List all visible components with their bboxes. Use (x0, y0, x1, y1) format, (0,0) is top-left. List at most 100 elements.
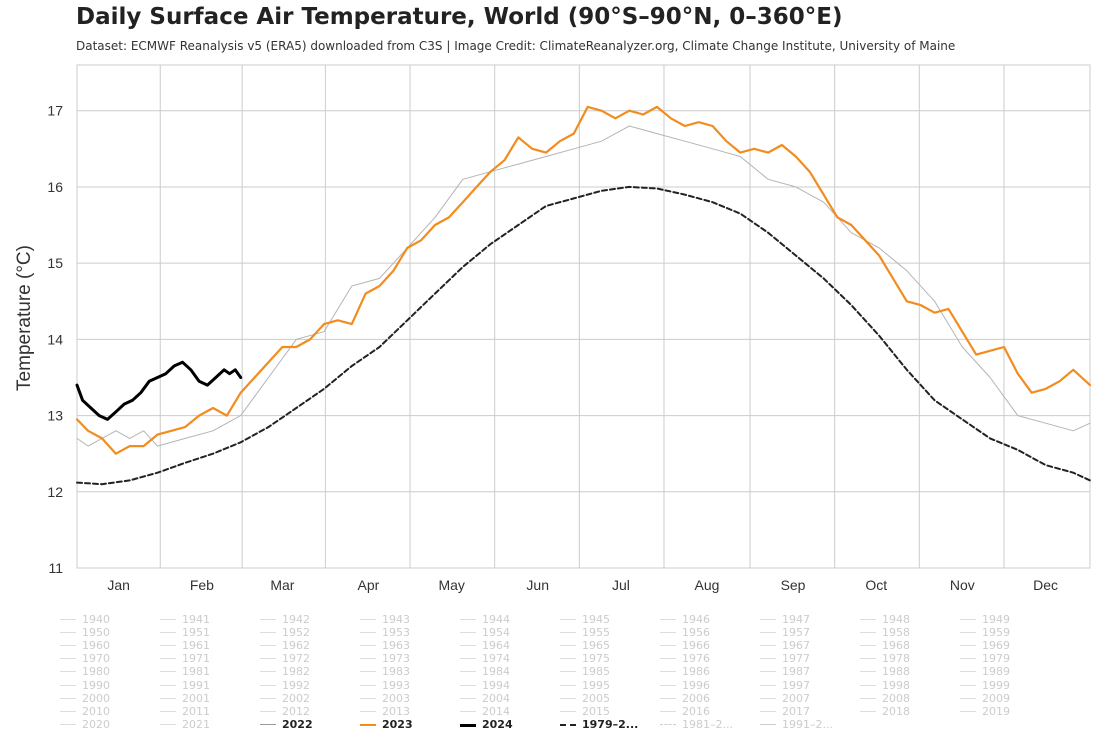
legend-swatch (660, 723, 676, 725)
legend-label: 1991–2... (782, 717, 833, 731)
legend-label: 1981–2... (682, 717, 733, 731)
legend-swatch (60, 697, 76, 699)
x-tick-label: May (438, 577, 464, 593)
legend-swatch (460, 645, 476, 647)
legend-label: 1978 (882, 652, 910, 666)
legend-swatch (160, 645, 176, 647)
legend-swatch (260, 658, 276, 660)
legend-label: 1952 (282, 626, 310, 640)
legend-label: 2002 (282, 691, 310, 705)
legend-label: 1943 (382, 613, 410, 626)
legend-label: 2011 (182, 704, 210, 718)
legend-swatch (260, 619, 276, 620)
legend-swatch (460, 658, 476, 660)
series-1979-2000-mean-line (76, 185, 1091, 486)
legend-swatch (560, 645, 576, 647)
x-tick-label: Jan (107, 577, 130, 593)
legend-label: 1967 (782, 639, 810, 653)
series-2023-line (75, 105, 1092, 455)
legend-label: 1953 (382, 626, 410, 640)
legend-label: 2003 (382, 691, 410, 705)
legend-swatch (160, 671, 176, 673)
legend-swatch (360, 710, 376, 712)
legend-swatch (760, 645, 776, 647)
legend-label: 1983 (382, 665, 410, 679)
legend-swatch (660, 671, 676, 673)
legend-label: 1950 (82, 626, 110, 640)
y-tick-label: 17 (47, 103, 63, 119)
legend-label: 1954 (482, 626, 510, 640)
legend-label: 1979 (982, 652, 1010, 666)
x-tick-label: Mar (270, 577, 294, 593)
legend-label: 1976 (682, 652, 710, 666)
legend-label: 1951 (182, 626, 210, 640)
legend-label: 1946 (682, 613, 710, 626)
legend-label: 1966 (682, 639, 710, 653)
legend-label: 1977 (782, 652, 810, 666)
plot-frame (76, 64, 1091, 569)
y-tick-label: 12 (47, 484, 63, 500)
legend-swatch (360, 632, 376, 634)
legend-swatch (660, 645, 676, 647)
legend-swatch (560, 632, 576, 634)
legend-swatch (560, 723, 576, 726)
legend-swatch (360, 684, 376, 686)
legend-label: 2009 (982, 691, 1010, 705)
legend-label: 2012 (282, 704, 310, 718)
legend-label: 2007 (782, 691, 810, 705)
legend-label: 2021 (182, 717, 210, 731)
legend-label: 2010 (82, 704, 110, 718)
legend-label: 1940 (82, 613, 110, 626)
legend-swatch (360, 658, 376, 660)
legend-swatch (660, 619, 676, 620)
legend-swatch (360, 671, 376, 673)
legend-swatch (360, 619, 376, 620)
legend-swatch (460, 723, 476, 727)
legend-swatch (960, 671, 976, 673)
legend-label: 1947 (782, 613, 810, 626)
grid-lines (76, 64, 1091, 569)
legend-swatch (160, 658, 176, 660)
legend-label: 1956 (682, 626, 710, 640)
legend-swatch (860, 697, 876, 699)
legend-label: 2000 (82, 691, 110, 705)
legend-swatch (560, 697, 576, 699)
legend-label: 1970 (82, 652, 110, 666)
chart-subtitle: Dataset: ECMWF Reanalysis v5 (ERA5) down… (76, 39, 956, 53)
y-tick-label: 13 (47, 408, 63, 424)
legend-label: 1945 (582, 613, 610, 626)
legend-swatch (660, 632, 676, 634)
legend-swatch (260, 697, 276, 699)
legend-swatch (160, 684, 176, 686)
x-tick-label: Aug (695, 577, 720, 593)
series-2024-line (75, 360, 243, 421)
legend-label: 2019 (982, 704, 1010, 718)
legend-swatch (260, 684, 276, 686)
legend-label: 1980 (82, 665, 110, 679)
legend-label: 2014 (482, 704, 510, 718)
legend-swatch (60, 658, 76, 660)
legend-swatch (460, 684, 476, 686)
legend-swatch (160, 632, 176, 634)
legend-label: 2015 (582, 704, 610, 718)
legend-swatch (560, 619, 576, 620)
legend-swatch (460, 619, 476, 620)
legend-label: 1961 (182, 639, 210, 653)
legend-label: 2022 (282, 717, 313, 731)
legend-swatch (60, 632, 76, 634)
legend-swatch (960, 710, 976, 712)
legend-label: 2023 (382, 717, 413, 731)
x-tick-label: Jun (526, 577, 549, 593)
legend-label: 2013 (382, 704, 410, 718)
legend-swatch (360, 697, 376, 699)
legend-swatch (260, 632, 276, 634)
legend-swatch (160, 723, 176, 725)
legend-label: 2008 (882, 691, 910, 705)
legend-swatch (760, 619, 776, 620)
y-axis-label: Temperature (°C) (14, 245, 35, 391)
legend-swatch (160, 619, 176, 620)
legend-swatch (960, 619, 976, 620)
legend-swatch (660, 658, 676, 660)
legend-label: 1958 (882, 626, 910, 640)
